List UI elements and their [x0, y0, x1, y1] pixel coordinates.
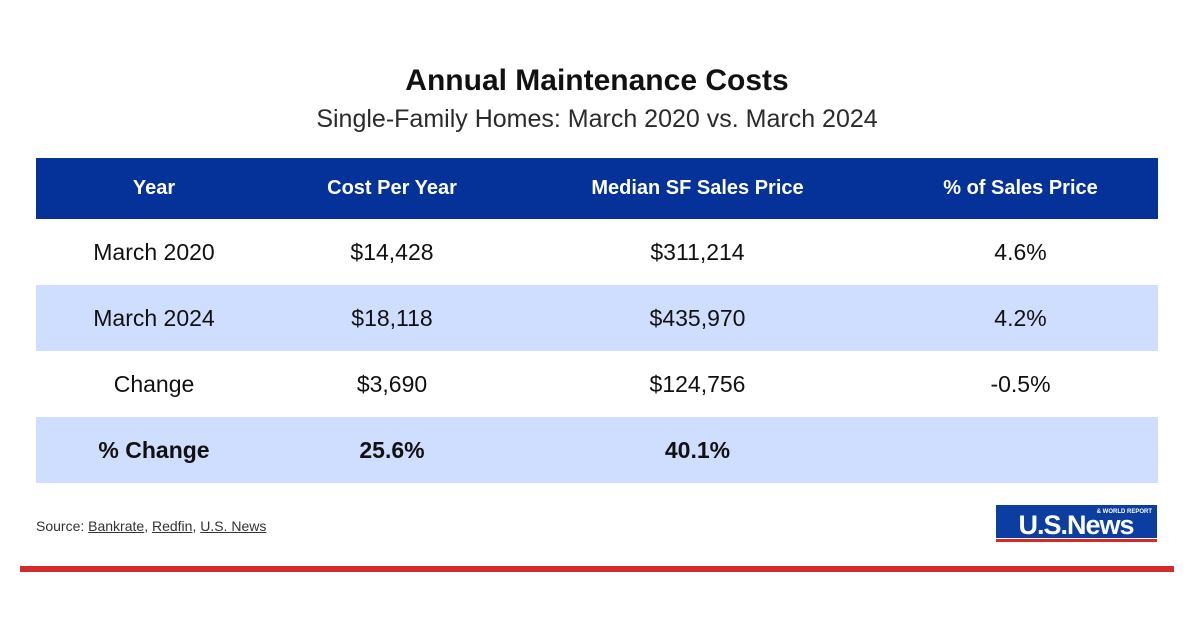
cell-year: Change — [113, 370, 195, 397]
source-note: Source: Bankrate, Redfin, U.S. News — [36, 518, 266, 534]
cell-year: March 2024 — [36, 285, 272, 351]
cell-percent-of-sales-price: -0.5% — [990, 370, 1051, 397]
column-header-median-sales-price: Median SF Sales Price — [512, 158, 883, 219]
source-separator: , — [144, 518, 152, 534]
source-link-redfin[interactable]: Redfin — [151, 518, 193, 534]
cell-cost-per-year: $18,118 — [272, 285, 512, 351]
source-link-bankrate[interactable]: Bankrate — [88, 518, 145, 534]
logo-wordmark: U.S.News — [1018, 510, 1133, 540]
cell-percent-of-sales-price — [883, 417, 1158, 483]
column-header-percent-of-sales-price: % of Sales Price — [883, 158, 1158, 219]
logo-background — [996, 505, 1157, 538]
table-body: March 2020 $14,428 $311,214 4.6% March 2024 $… — [36, 219, 1158, 483]
source-separator: , — [192, 518, 201, 534]
cell-median-sales-price: $124,756 — [649, 370, 746, 397]
row-march-2020: March 2020 $14,428 $311,214 4.6% — [36, 219, 1158, 285]
cell-year: March 2020 — [93, 238, 215, 265]
table-header-row: Year Cost Per Year Median SF Sales Price… — [36, 158, 1158, 219]
cell-median-sales-price: $435,970 — [512, 285, 883, 351]
logo-tagline: & WORLD REPORT — [1097, 509, 1153, 515]
cell-cost-per-year: $14,428 — [350, 238, 434, 265]
cell-cost-per-year: 25.6% — [272, 417, 512, 483]
column-header-cost-per-year: Cost Per Year — [272, 158, 512, 219]
cell-median-sales-price: $311,214 — [650, 238, 745, 265]
logo-red-stripe — [996, 539, 1157, 542]
us-news-logo: & WORLD REPORT U.S.News — [996, 505, 1157, 542]
row-change: Change $3,690 $124,756 -0.5% — [36, 351, 1158, 417]
footer-rule — [20, 566, 1174, 572]
source-prefix: Source: — [36, 518, 89, 534]
cell-percent-of-sales-price: 4.6% — [994, 238, 1047, 265]
chart-title: Annual Maintenance Costs — [405, 64, 789, 97]
cell-year: % Change — [36, 417, 272, 483]
source-link-us-news[interactable]: U.S. News — [200, 518, 267, 534]
cell-percent-of-sales-price: 4.2% — [883, 285, 1158, 351]
chart-subtitle: Single-Family Homes: March 2020 vs. Marc… — [316, 105, 878, 133]
column-header-year: Year — [36, 158, 272, 219]
cell-median-sales-price: 40.1% — [512, 417, 883, 483]
maintenance-costs-table: Year Cost Per Year Median SF Sales Price… — [36, 158, 1158, 483]
cell-cost-per-year: $3,690 — [356, 370, 428, 397]
row-percent-change: % Change 25.6% 40.1% — [36, 417, 1158, 483]
row-march-2024: March 2024 $18,118 $435,970 4.2% — [36, 285, 1158, 351]
